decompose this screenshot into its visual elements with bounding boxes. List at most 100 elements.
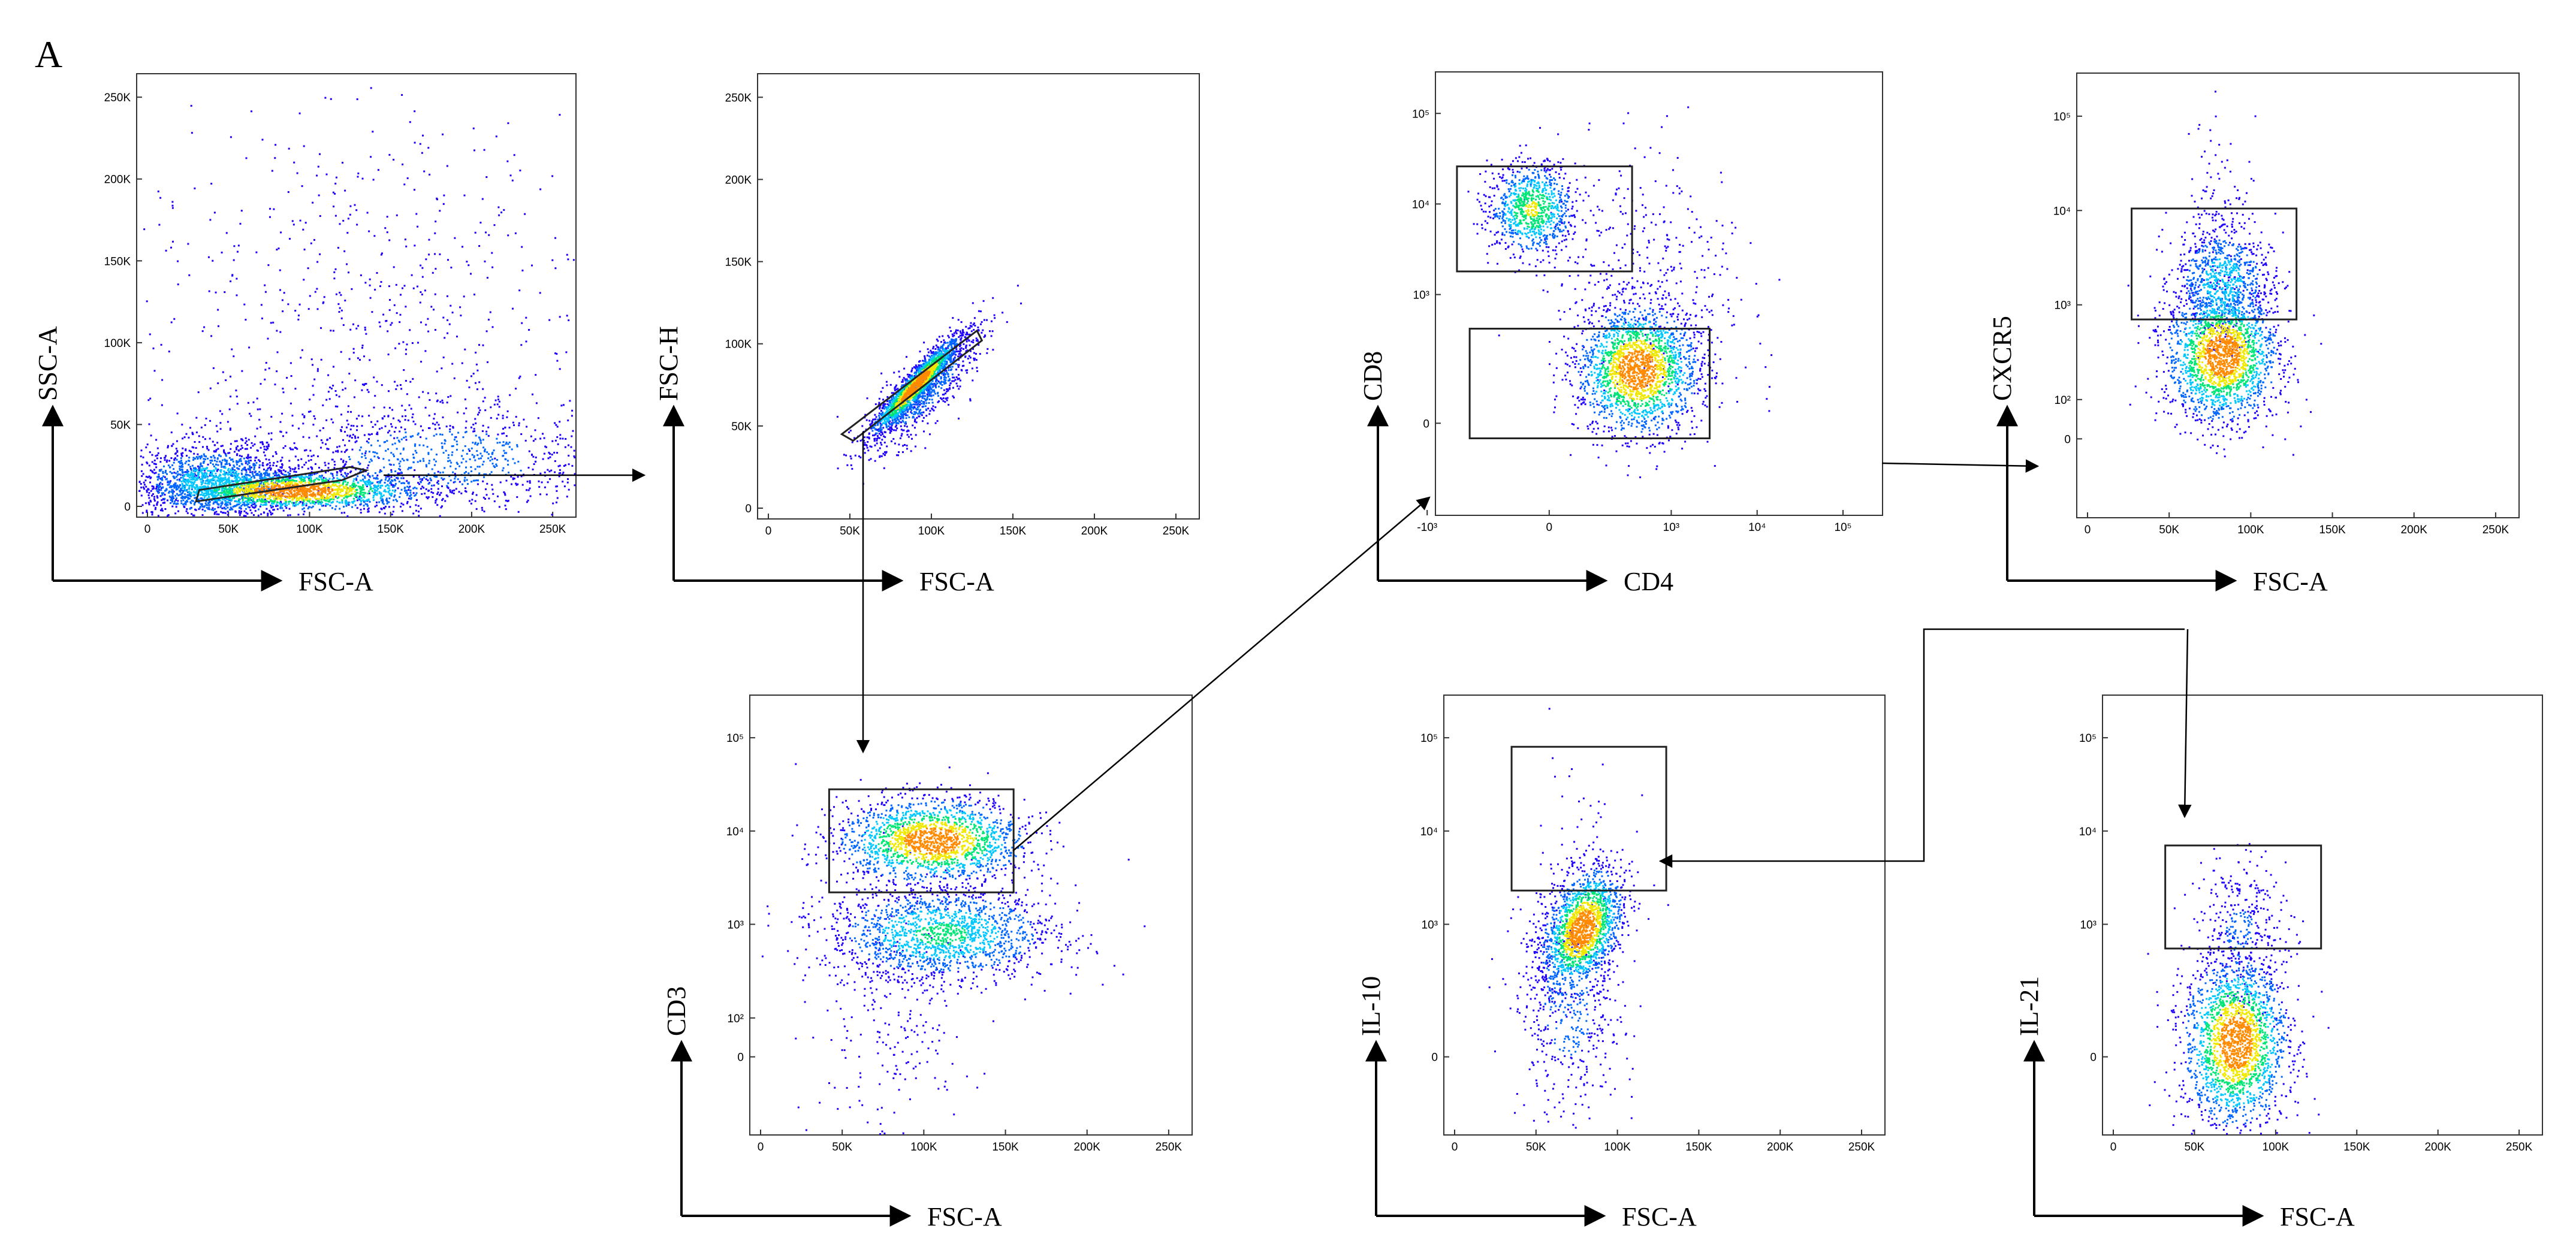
event-dot [206, 506, 208, 509]
event-dot [176, 455, 179, 457]
event-dot [338, 445, 340, 448]
event-dot [837, 467, 839, 470]
event-dot [400, 294, 402, 296]
event-dot [267, 445, 270, 448]
event-dot [960, 321, 963, 323]
event-dot [227, 498, 229, 500]
event-dot [216, 476, 219, 478]
event-dot [310, 477, 312, 479]
event-dot [369, 482, 372, 485]
event-dot [210, 493, 213, 495]
event-dot [548, 451, 550, 454]
event-dot [324, 96, 327, 99]
event-dot [524, 439, 527, 442]
event-dot [350, 493, 352, 495]
event-dot [235, 500, 237, 502]
event-dot [238, 468, 240, 470]
event-dot [280, 497, 283, 500]
event-dot [557, 465, 560, 467]
event-dot [273, 462, 275, 464]
event-dot [200, 503, 202, 505]
event-dot [228, 481, 230, 483]
event-dot [499, 442, 501, 443]
event-dot [227, 472, 230, 474]
event-dot [178, 485, 180, 488]
event-dot [171, 498, 174, 500]
event-dot [237, 480, 239, 482]
event-dot [551, 259, 554, 261]
event-dot [294, 479, 295, 482]
event-dot [194, 481, 196, 483]
event-dot [354, 437, 357, 439]
event-dot [447, 487, 450, 489]
event-dot [229, 502, 231, 504]
event-dot [449, 425, 451, 427]
event-dot [279, 470, 282, 472]
event-dot [965, 345, 967, 348]
event-dot [193, 469, 195, 471]
event-dot [433, 484, 435, 487]
event-dot [420, 264, 422, 267]
event-dot [972, 302, 974, 304]
event-dot [387, 475, 389, 478]
event-dot [436, 421, 438, 424]
event-dot [482, 344, 484, 346]
event-dot [488, 497, 490, 500]
event-dot [364, 454, 366, 457]
event-dot [349, 487, 351, 489]
event-dot [957, 385, 958, 387]
event-dot [514, 232, 517, 234]
event-dot [461, 246, 463, 248]
event-dot [233, 355, 235, 358]
event-dot [451, 491, 453, 494]
event-dot [196, 479, 198, 481]
event-dot [349, 213, 351, 216]
event-dot [201, 465, 203, 467]
event-dot [158, 475, 160, 478]
event-dot [487, 457, 490, 460]
event-dot [972, 341, 975, 343]
event-dot [422, 458, 424, 460]
event-dot [341, 495, 343, 497]
event-dot [241, 463, 243, 466]
event-dot [188, 436, 190, 439]
event-dot [963, 343, 965, 345]
event-dot [182, 485, 184, 487]
event-dot [288, 466, 291, 469]
event-dot [336, 471, 338, 473]
event-dot [312, 364, 313, 366]
event-dot [368, 415, 370, 417]
event-dot [236, 463, 238, 466]
event-dot [248, 478, 250, 481]
event-dot [448, 454, 450, 456]
event-dot [253, 496, 255, 498]
event-dot [145, 476, 147, 478]
event-dot [294, 455, 297, 458]
event-dot [452, 471, 454, 473]
x-tick-label: 200K [1081, 525, 1108, 538]
event-dot [335, 450, 337, 452]
event-dot [169, 470, 171, 473]
event-dot [185, 460, 188, 463]
event-dot [266, 482, 269, 484]
event-dot [301, 492, 303, 494]
event-dot [327, 448, 330, 450]
event-dot [179, 467, 181, 470]
event-dot [874, 444, 876, 446]
event-dot [286, 496, 288, 497]
event-dot [396, 312, 398, 314]
event-dot [279, 500, 282, 503]
event-dot [1006, 321, 1008, 323]
event-dot [220, 445, 222, 448]
event-dot [237, 445, 239, 448]
event-dot [547, 457, 550, 460]
event-dot [307, 508, 309, 509]
event-dot [220, 511, 222, 513]
event-dot [239, 455, 241, 457]
event-dot [310, 479, 312, 481]
event-dot [539, 472, 542, 475]
event-dot [436, 476, 438, 478]
event-dot [515, 388, 517, 390]
event-dot [216, 460, 218, 463]
event-dot [454, 467, 457, 470]
